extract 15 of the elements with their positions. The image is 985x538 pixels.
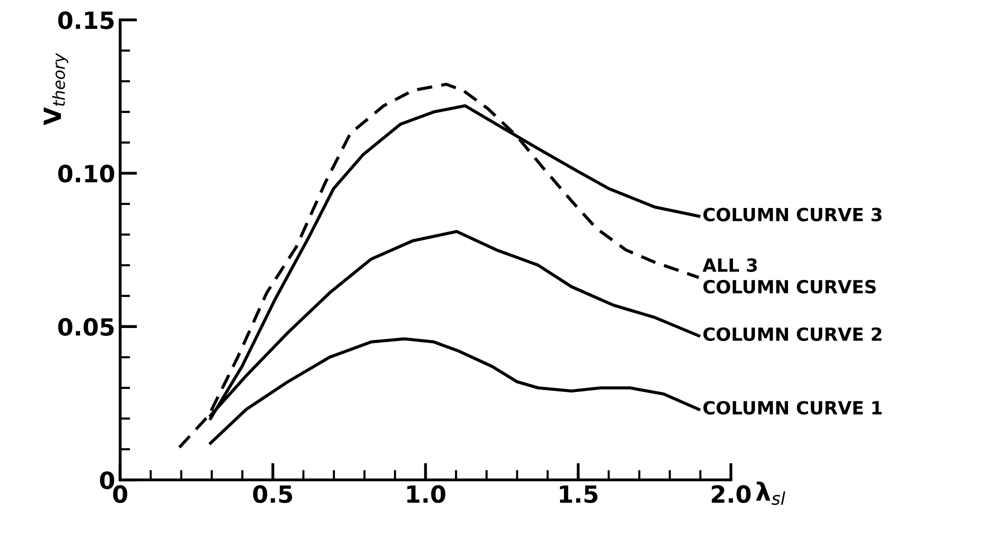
y-tick-label: 0.10 bbox=[58, 164, 114, 183]
x-tick-label: 1.5 bbox=[560, 485, 598, 504]
series-label: COLUMN CURVE 1 bbox=[703, 400, 882, 415]
series-label: COLUMN CURVE 3 bbox=[703, 208, 882, 222]
y-tick-label: 0.15 bbox=[58, 11, 114, 30]
x-tick-label: 0.5 bbox=[253, 485, 292, 504]
series-label: ALL 3 COLUMN CURVES bbox=[702, 258, 876, 294]
y-tick-label: 0.05 bbox=[58, 318, 114, 336]
x-tick-label: 0 bbox=[113, 485, 128, 504]
y-axis-title: V$_{theory}$ bbox=[44, 52, 68, 126]
x-axis-title: λ$_{sl}$ bbox=[756, 482, 786, 505]
series-label: COLUMN CURVE 2 bbox=[703, 327, 882, 342]
x-tick-label: 2.0 bbox=[712, 485, 751, 504]
x-tick-label: 1.0 bbox=[407, 485, 446, 504]
y-tick-label: 0 bbox=[100, 471, 114, 490]
